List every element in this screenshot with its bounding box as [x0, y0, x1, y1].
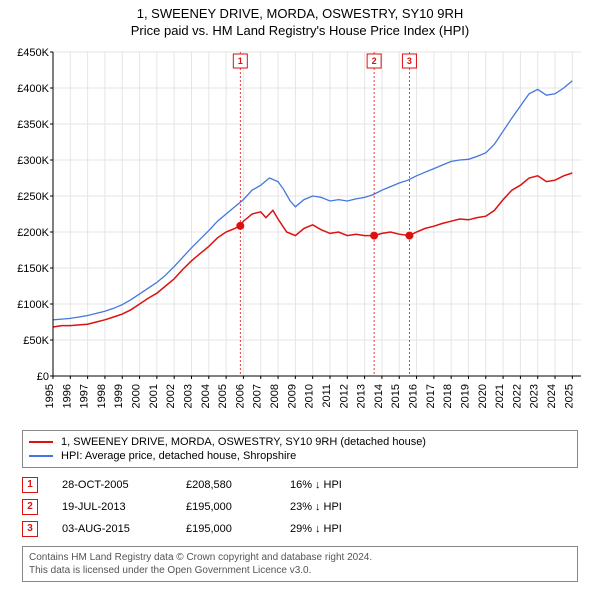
svg-text:3: 3 — [407, 56, 412, 66]
svg-text:2008: 2008 — [269, 384, 281, 408]
title-block: 1, SWEENEY DRIVE, MORDA, OSWESTRY, SY10 … — [0, 0, 600, 44]
svg-text:2024: 2024 — [546, 384, 558, 408]
event-table: 1 28-OCT-2005 £208,580 16% ↓ HPI 2 19-JU… — [22, 474, 578, 540]
event-row: 2 19-JUL-2013 £195,000 23% ↓ HPI — [22, 496, 578, 518]
legend-swatch-hpi — [29, 455, 53, 457]
svg-text:2015: 2015 — [390, 384, 402, 408]
svg-text:1999: 1999 — [113, 384, 125, 408]
legend-swatch-property — [29, 441, 53, 443]
svg-text:2017: 2017 — [425, 384, 437, 408]
legend-row: 1, SWEENEY DRIVE, MORDA, OSWESTRY, SY10 … — [29, 435, 571, 449]
svg-text:2010: 2010 — [304, 384, 316, 408]
svg-text:£250K: £250K — [17, 191, 49, 203]
title-line-1: 1, SWEENEY DRIVE, MORDA, OSWESTRY, SY10 … — [0, 6, 600, 23]
svg-text:2006: 2006 — [234, 384, 246, 408]
event-delta: 16% ↓ HPI — [290, 479, 342, 491]
footer-line-1: Contains HM Land Registry data © Crown c… — [29, 551, 571, 564]
event-date: 03-AUG-2015 — [62, 523, 162, 535]
chart-area: 1 2 3 £0 £50K £100K £150K £200K £250K £300K £350K £… — [5, 44, 595, 424]
legend-label-property: 1, SWEENEY DRIVE, MORDA, OSWESTRY, SY10 … — [61, 436, 426, 448]
svg-text:1997: 1997 — [79, 384, 91, 408]
svg-text:2025: 2025 — [563, 384, 575, 408]
event-marker-1: 1 — [22, 477, 38, 493]
legend-row: HPI: Average price, detached house, Shro… — [29, 449, 571, 463]
svg-text:2023: 2023 — [529, 384, 541, 408]
svg-text:£300K: £300K — [17, 155, 49, 167]
arrow-down-icon: ↓ — [315, 479, 321, 491]
svg-text:£50K: £50K — [23, 335, 49, 347]
event-price: £208,580 — [186, 479, 266, 491]
event-marker-2: 2 — [22, 499, 38, 515]
event-delta: 23% ↓ HPI — [290, 501, 342, 513]
svg-text:2007: 2007 — [252, 384, 264, 408]
svg-text:2011: 2011 — [321, 384, 333, 408]
svg-text:1: 1 — [238, 56, 243, 66]
svg-text:2002: 2002 — [165, 384, 177, 408]
svg-text:2012: 2012 — [338, 384, 350, 408]
svg-text:2019: 2019 — [459, 384, 471, 408]
svg-text:2000: 2000 — [131, 384, 143, 408]
svg-text:1998: 1998 — [96, 384, 108, 408]
event-date: 28-OCT-2005 — [62, 479, 162, 491]
svg-text:2021: 2021 — [494, 384, 506, 408]
title-line-2: Price paid vs. HM Land Registry's House … — [0, 23, 600, 40]
svg-text:2009: 2009 — [286, 384, 298, 408]
chart-svg: 1 2 3 £0 £50K £100K £150K £200K £250K £300K £350K £… — [5, 44, 595, 424]
legend-label-hpi: HPI: Average price, detached house, Shro… — [61, 450, 296, 462]
svg-text:1995: 1995 — [44, 384, 56, 408]
svg-text:2: 2 — [372, 56, 377, 66]
event-date: 19-JUL-2013 — [62, 501, 162, 513]
event-marker-3: 3 — [22, 521, 38, 537]
event-price: £195,000 — [186, 523, 266, 535]
svg-text:£150K: £150K — [17, 263, 49, 275]
svg-text:£100K: £100K — [17, 299, 49, 311]
svg-text:£350K: £350K — [17, 119, 49, 131]
footer-line-2: This data is licensed under the Open Gov… — [29, 564, 571, 577]
svg-text:2004: 2004 — [200, 384, 212, 408]
footer: Contains HM Land Registry data © Crown c… — [22, 546, 578, 582]
event-row: 3 03-AUG-2015 £195,000 29% ↓ HPI — [22, 518, 578, 540]
svg-text:£0: £0 — [37, 371, 49, 383]
legend: 1, SWEENEY DRIVE, MORDA, OSWESTRY, SY10 … — [22, 430, 578, 468]
svg-text:2022: 2022 — [511, 384, 523, 408]
svg-text:2013: 2013 — [356, 384, 368, 408]
arrow-down-icon: ↓ — [315, 501, 321, 513]
chart-container: 1, SWEENEY DRIVE, MORDA, OSWESTRY, SY10 … — [0, 0, 600, 582]
svg-text:2020: 2020 — [477, 384, 489, 408]
svg-text:2003: 2003 — [182, 384, 194, 408]
event-row: 1 28-OCT-2005 £208,580 16% ↓ HPI — [22, 474, 578, 496]
svg-text:2001: 2001 — [148, 384, 160, 408]
svg-text:£450K: £450K — [17, 47, 49, 59]
event-delta: 29% ↓ HPI — [290, 523, 342, 535]
svg-text:2016: 2016 — [408, 384, 420, 408]
arrow-down-icon: ↓ — [315, 523, 321, 535]
svg-text:2014: 2014 — [373, 384, 385, 408]
event-price: £195,000 — [186, 501, 266, 513]
svg-text:2005: 2005 — [217, 384, 229, 408]
svg-text:£400K: £400K — [17, 83, 49, 95]
svg-text:1996: 1996 — [61, 384, 73, 408]
svg-text:2018: 2018 — [442, 384, 454, 408]
svg-text:£200K: £200K — [17, 227, 49, 239]
